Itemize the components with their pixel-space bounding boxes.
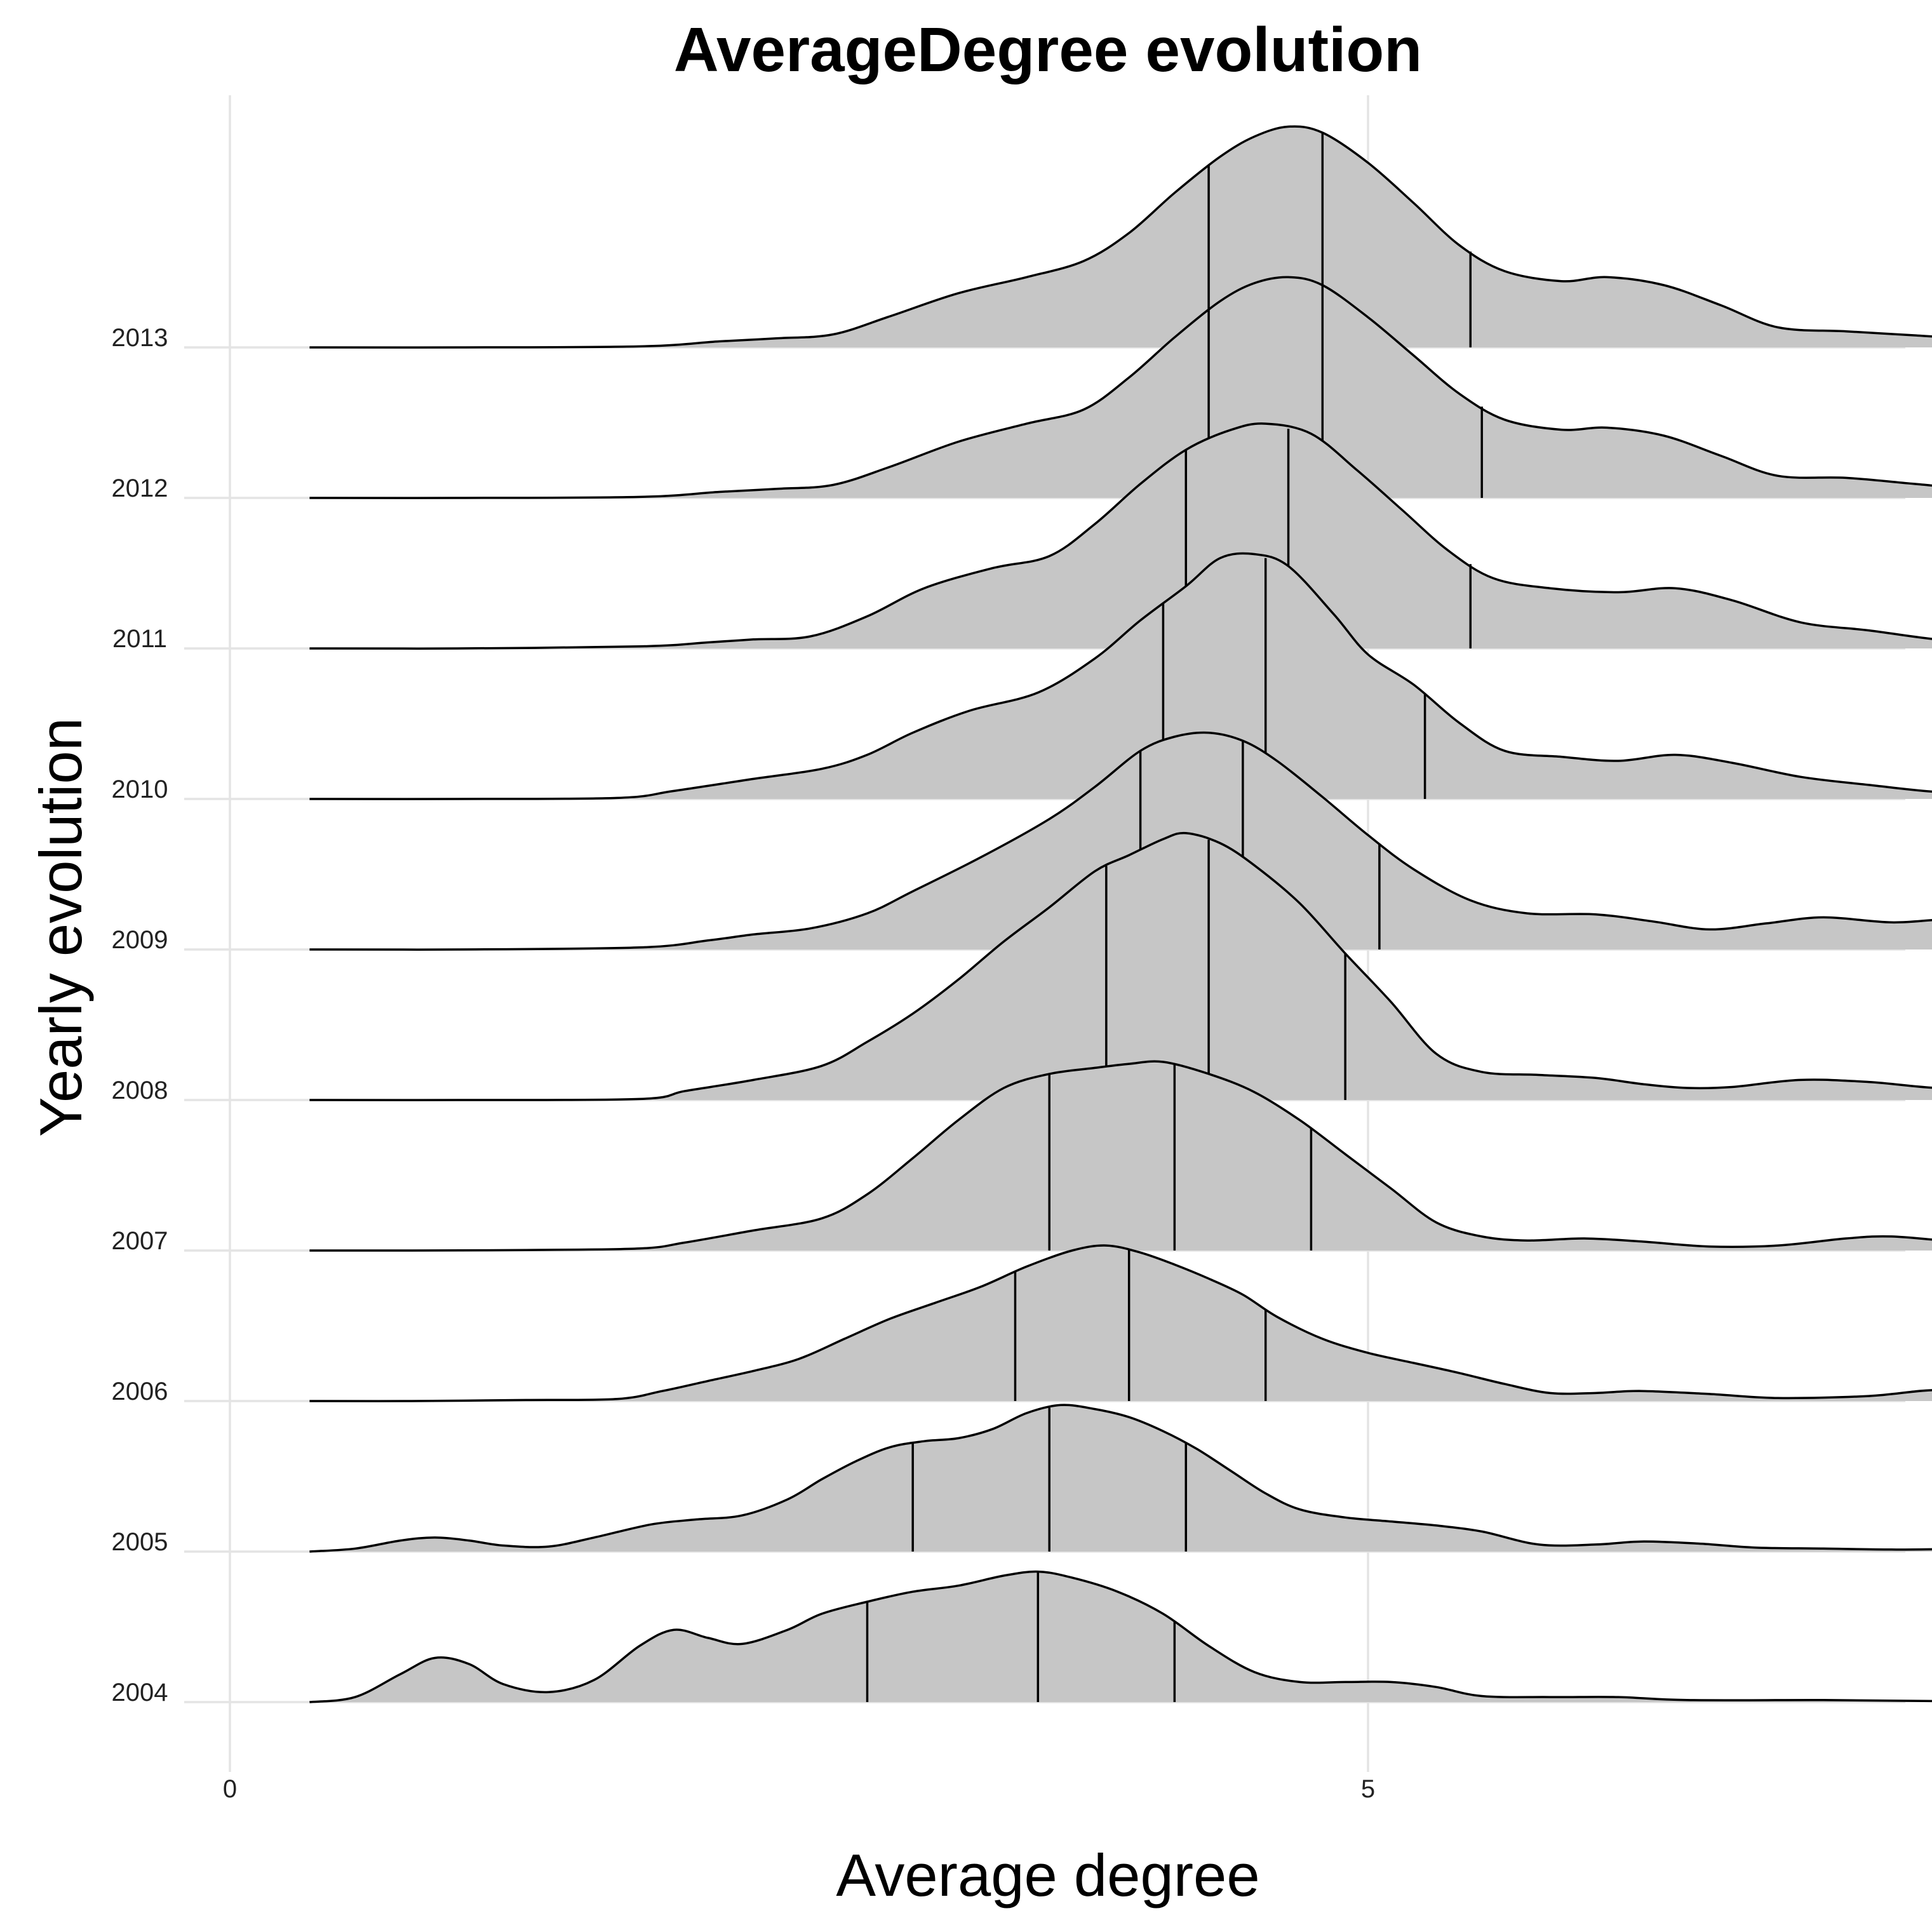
y-tick-label: 2005 [112, 1528, 168, 1556]
ridge-area [309, 126, 1932, 348]
ridge-area [309, 1061, 1932, 1251]
ridge-2004 [309, 1570, 1932, 1703]
y-tick-label: 2011 [112, 625, 167, 653]
y-tick-label: 2006 [112, 1378, 168, 1405]
ridge-outline [309, 731, 1932, 951]
ridge-area [309, 1245, 1932, 1402]
ridge-outline [309, 276, 1932, 499]
ridge-area [309, 833, 1932, 1101]
ridge-area [309, 423, 1932, 649]
ridge-outline [309, 831, 1932, 1101]
ridge-layer [309, 125, 1932, 1703]
ridge-outline [309, 1244, 1932, 1402]
ridge-area [309, 1405, 1932, 1552]
ridge-outline [309, 422, 1932, 650]
y-tick-label: 2007 [112, 1227, 168, 1255]
ridge-outline [309, 125, 1932, 349]
y-tick-label: 2009 [112, 926, 168, 954]
y-tick-label: 2012 [112, 474, 168, 502]
ridge-2007 [309, 1060, 1932, 1252]
ridge-area [309, 1571, 1932, 1702]
y-tick-label: 2010 [112, 775, 168, 803]
chart-title: AverageDegree evolution [674, 15, 1422, 84]
x-axis-title: Average degree [836, 1842, 1259, 1909]
ridge-outline [309, 1570, 1932, 1703]
x-tick-label: 5 [1361, 1775, 1375, 1803]
y-axis-title: Yearly evolution [27, 718, 94, 1137]
y-tick-label: 2004 [112, 1679, 168, 1707]
ridge-outline [309, 1404, 1932, 1553]
ridge-outline [309, 1060, 1932, 1252]
ridge-2008 [309, 831, 1932, 1101]
ridge-2013 [309, 125, 1932, 349]
ridge-area [309, 732, 1932, 950]
y-tick-label: 2008 [112, 1077, 168, 1104]
ridge-area [309, 553, 1932, 800]
ridge-area [309, 277, 1932, 499]
y-tick-label: 2013 [112, 324, 168, 352]
ridge-outline [309, 552, 1932, 800]
label-layer: 0510200420052006200720082009201020112012… [112, 324, 1376, 1803]
ridge-2006 [309, 1244, 1932, 1402]
x-tick-label: 0 [223, 1775, 237, 1803]
ridge-2005 [309, 1404, 1932, 1553]
